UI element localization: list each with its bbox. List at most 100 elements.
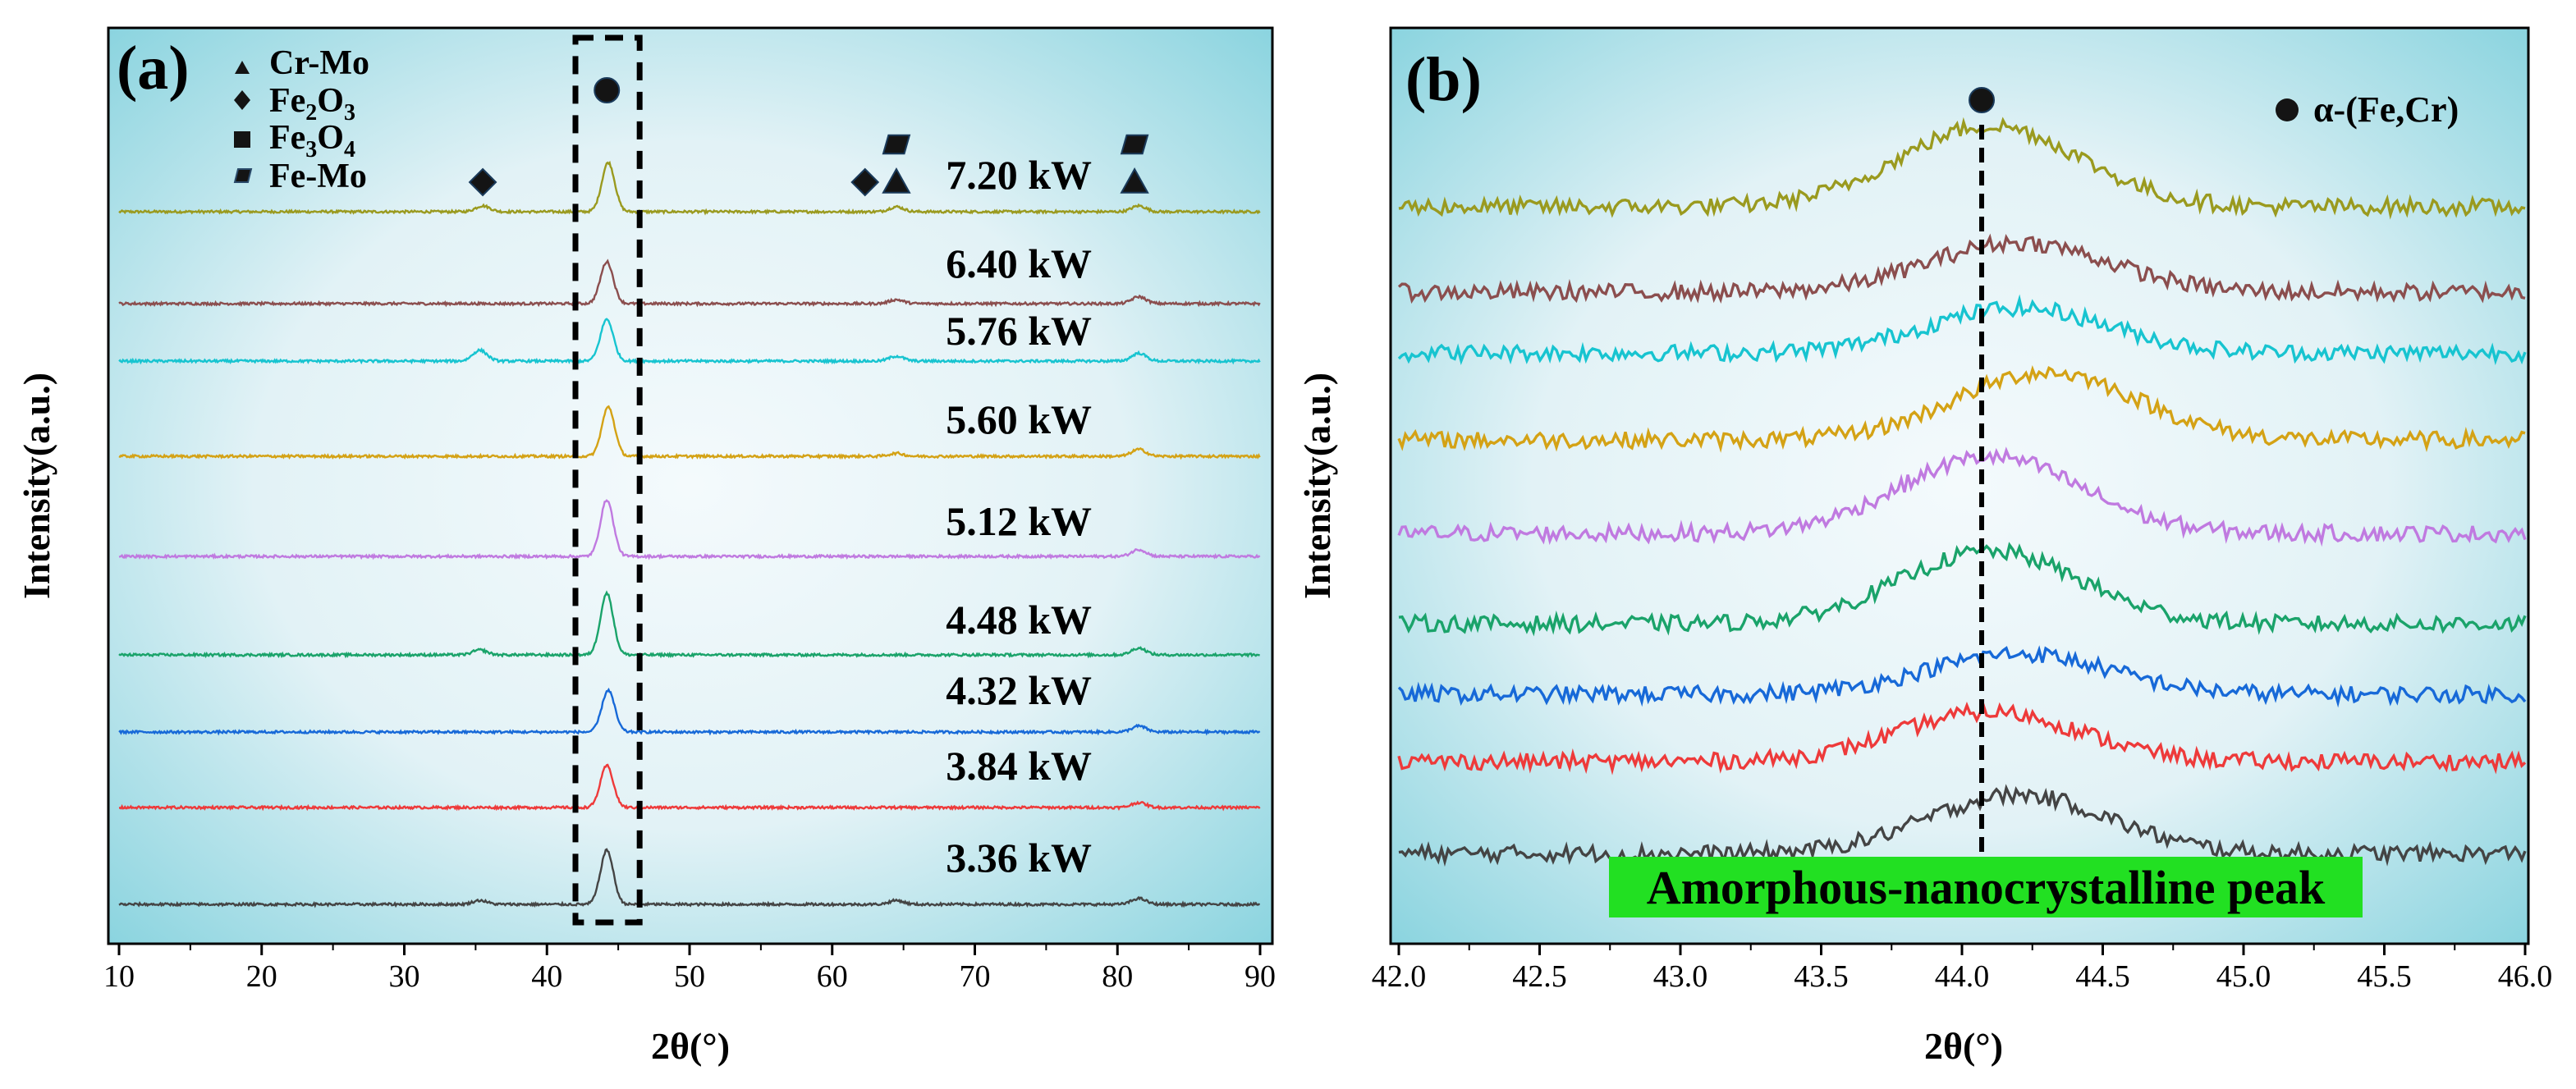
circle-icon <box>2276 98 2299 121</box>
series-line-b-1 <box>1397 233 2526 304</box>
legend-item-fe-mo: Fe-Mo <box>233 158 367 195</box>
panel-b-legend: α-(Fe,Cr) <box>2276 89 2459 130</box>
tick-label-a-6: 70 <box>960 959 991 994</box>
annotation-box-background <box>1609 857 2363 917</box>
legend-label-fe3o4-a: Fe <box>269 119 305 157</box>
series-label-a-7: 3.84 kW <box>946 743 1092 789</box>
legend-label-fe2o3-sub-a: 2 <box>305 100 317 126</box>
circle-icon <box>594 77 621 103</box>
tick-label-b-2: 43.0 <box>1653 959 1708 994</box>
panel-b-y-axis-label: Intensity(a.u.) <box>1296 373 1338 599</box>
tick-label-a-5: 60 <box>817 959 848 994</box>
series-line-a-1 <box>118 259 1261 308</box>
series-line-a-6 <box>118 687 1261 736</box>
tick-label-b-7: 45.5 <box>2357 959 2412 994</box>
legend-item-fe2o3: Fe2O3 <box>234 82 355 126</box>
plot-b-frame <box>1389 26 2530 945</box>
legend-label-alpha-fe-cr: α-(Fe,Cr) <box>2313 89 2459 130</box>
panel-b-label: (b) <box>1405 45 1482 114</box>
panel-b-x-ticks: 42.0 42.5 43.0 43.5 44.0 44.5 45.0 45.5 46.0 <box>1372 944 2553 994</box>
series-label-a-0: 7.20 kW <box>946 152 1092 198</box>
legend-item-fe3o4: Fe3O4 <box>234 119 355 162</box>
plot-a-background <box>108 28 1272 944</box>
series-line-b-2 <box>1397 294 2527 366</box>
series-label-a-6: 4.32 kW <box>946 667 1092 713</box>
panel-a-label: (a) <box>117 34 190 103</box>
series-label-a-1: 6.40 kW <box>946 240 1092 286</box>
series-label-a-3: 5.60 kW <box>946 396 1092 442</box>
parallelogram-icon <box>882 134 911 155</box>
panel-b: Amorphous-nanocrystalline peak 42.0 42.5 4… <box>1296 26 2553 1067</box>
series-line-b-6 <box>1397 645 2527 708</box>
plot-b-background <box>1391 28 2528 944</box>
tick-label-b-5: 44.5 <box>2075 959 2130 994</box>
tick-label-b-3: 43.5 <box>1794 959 1849 994</box>
svg-text:Cr-Mo: Cr-Mo <box>269 44 369 82</box>
series-line-a-2 <box>118 318 1261 365</box>
series-label-a-2: 5.76 kW <box>946 308 1092 354</box>
series-line-a-5 <box>118 590 1260 659</box>
series-line-b-7 <box>1397 701 2527 776</box>
tick-label-b-0: 42.0 <box>1372 959 1427 994</box>
tick-label-a-3: 40 <box>531 959 562 994</box>
tick-label-a-8: 90 <box>1244 959 1276 994</box>
tick-label-b-8: 46.0 <box>2498 959 2553 994</box>
legend-label-fe2o3-b: O <box>317 82 344 120</box>
square-icon <box>234 131 250 148</box>
tick-label-b-4: 44.0 <box>1935 959 1990 994</box>
panel-a-x-axis-label: 2θ(°) <box>651 1025 730 1067</box>
series-line-b-0 <box>1398 117 2526 220</box>
legend-label-fe3o4-b: O <box>317 119 344 157</box>
series-line-a-8 <box>118 848 1261 908</box>
tick-label-b-6: 45.0 <box>2216 959 2271 994</box>
panel-a-x-ticks: 10 20 30 40 50 60 70 80 90 <box>103 944 1276 994</box>
series-line-b-5 <box>1398 542 2527 637</box>
legend-label-fe3o4-sub-b: 4 <box>344 137 355 162</box>
legend-label-fe3o4-sub-a: 3 <box>305 137 317 162</box>
svg-text:Fe3O4: Fe3O4 <box>269 119 355 162</box>
series-line-a-4 <box>118 499 1261 561</box>
panel-b-phase-annotations <box>1969 87 1996 113</box>
diamond-icon <box>850 167 880 197</box>
legend-label-fe2o3-sub-b: 3 <box>344 100 355 126</box>
tick-label-a-2: 30 <box>389 959 420 994</box>
tick-label-a-7: 80 <box>1102 959 1133 994</box>
panel-b-series-group <box>1397 117 2527 867</box>
panel-a-phase-annotations <box>468 77 1149 197</box>
circle-icon <box>1969 87 1996 113</box>
legend-item-cr-mo: Cr-Mo <box>235 44 369 82</box>
panel-a-legend: Cr-Mo Fe2O3 Fe3O4 Fe-Mo <box>233 44 369 195</box>
svg-text:Fe-Mo: Fe-Mo <box>269 158 367 195</box>
tick-label-a-1: 20 <box>246 959 277 994</box>
series-label-a-8: 3.36 kW <box>946 835 1092 881</box>
parallelogram-icon <box>233 168 253 183</box>
tick-label-b-1: 42.5 <box>1512 959 1567 994</box>
series-line-a-7 <box>118 763 1261 812</box>
triangle-icon <box>1120 167 1149 194</box>
panel-b-x-axis-label: 2θ(°) <box>1924 1025 2003 1067</box>
diamond-icon <box>468 167 497 197</box>
svg-text:Fe2O3: Fe2O3 <box>269 82 355 126</box>
series-label-a-5: 4.48 kW <box>946 597 1092 643</box>
triangle-icon <box>235 61 250 74</box>
legend-label-cr-mo: Cr-Mo <box>269 44 369 82</box>
diamond-icon <box>234 90 250 110</box>
annotation-box-text: Amorphous-nanocrystalline peak <box>1647 861 2326 914</box>
triangle-icon <box>882 167 911 194</box>
series-line-a-3 <box>118 405 1261 460</box>
panel-a-series-labels: 7.20 kW 6.40 kW 5.76 kW 5.60 kW 5.12 kW 4.48 … <box>946 152 1092 881</box>
series-line-b-4 <box>1397 446 2527 547</box>
legend-label-fe-mo: Fe-Mo <box>269 158 367 195</box>
series-label-a-4: 5.12 kW <box>946 498 1092 544</box>
panel-a-highlight-box <box>572 34 643 926</box>
legend-label-fe2o3-a: Fe <box>269 82 305 120</box>
series-line-b-8 <box>1398 784 2527 867</box>
series-line-a-0 <box>118 160 1261 216</box>
tick-label-a-4: 50 <box>674 959 705 994</box>
panel-a: 10 20 30 40 50 60 70 80 90 7.20 kW 6.40 kW 5.76 kW… <box>16 26 1276 1067</box>
panel-a-series-group <box>118 160 1261 908</box>
series-line-b-3 <box>1397 365 2526 453</box>
panel-a-y-axis-label: Intensity(a.u.) <box>16 373 57 599</box>
tick-label-a-0: 10 <box>103 959 135 994</box>
